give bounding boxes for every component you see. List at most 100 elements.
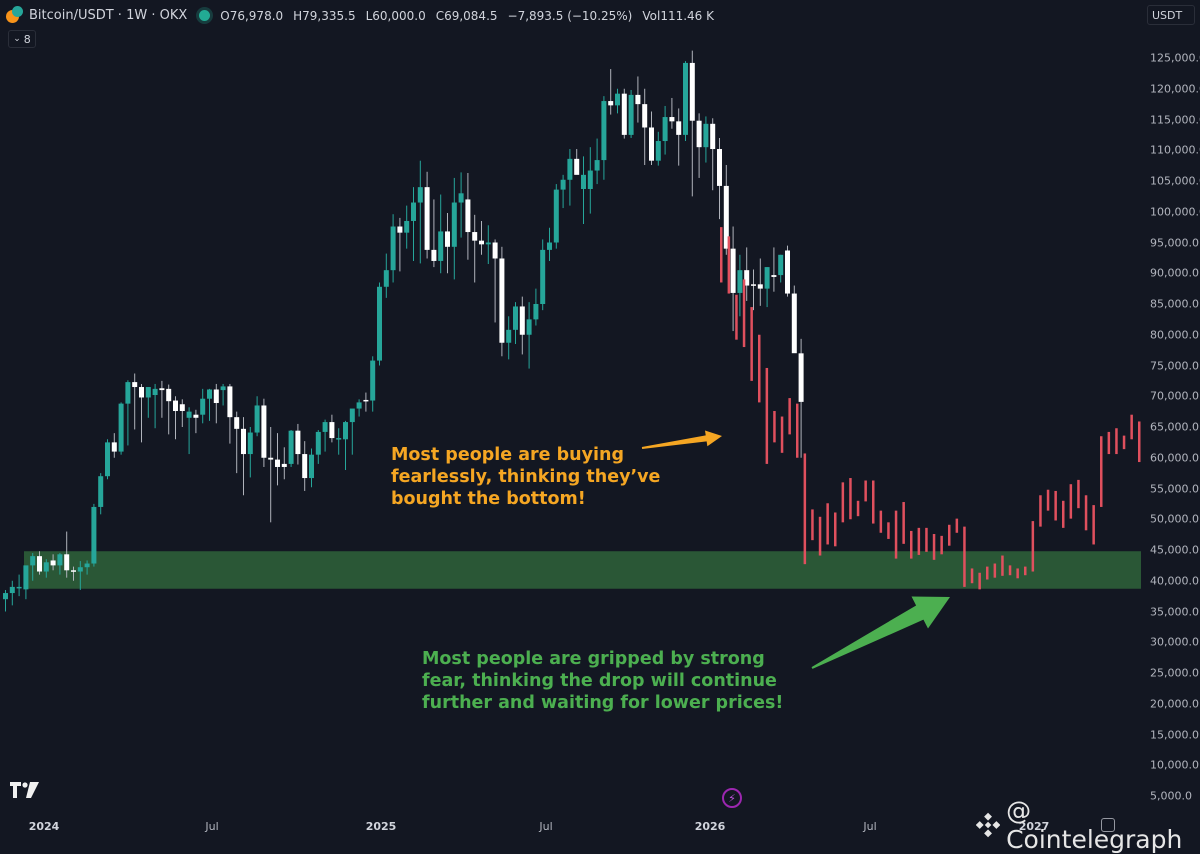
time-tick: 2027 xyxy=(1018,820,1050,833)
candle-body xyxy=(655,141,661,161)
projected-candle xyxy=(963,526,966,587)
candle-body xyxy=(166,388,172,402)
projected-candle xyxy=(841,482,845,523)
projected-candle xyxy=(932,534,936,560)
annotation-line: Most people are buying xyxy=(391,445,624,465)
candle-body xyxy=(363,399,369,402)
candle-body xyxy=(683,62,688,135)
projected-candle xyxy=(1115,428,1118,455)
indicator-count: 8 xyxy=(23,32,31,46)
candle-body xyxy=(696,120,702,148)
candle-body xyxy=(132,382,138,388)
candle-body xyxy=(587,170,593,189)
candle-body xyxy=(737,270,743,293)
high-value: H79,335.5 xyxy=(293,8,356,23)
price-tick: 110,000.0 xyxy=(1150,143,1200,157)
candle-body xyxy=(472,232,478,241)
projected-candle xyxy=(1024,566,1027,576)
candle-body xyxy=(77,567,83,572)
candle-body xyxy=(390,226,396,271)
annotation-fearless-buyers: Most people are buying fearlessly, think… xyxy=(391,444,660,510)
candle-body xyxy=(343,422,348,440)
price-tick: 115,000.0 xyxy=(1150,113,1200,126)
candle-body xyxy=(57,554,63,566)
candle-body xyxy=(288,430,294,464)
projected-candle xyxy=(1100,436,1103,507)
tradingview-logo-icon[interactable] xyxy=(10,782,40,802)
projected-candle xyxy=(978,572,981,590)
candle-body xyxy=(397,226,403,233)
projected-candle xyxy=(811,509,814,541)
market-status-icon xyxy=(199,9,211,21)
price-tick: 95,000.0 xyxy=(1150,236,1199,249)
projected-candle xyxy=(773,411,776,443)
candle-body xyxy=(411,202,416,221)
candle-body xyxy=(193,414,199,418)
annotation-line: fear, thinking the drop will continue xyxy=(422,671,777,691)
projected-candle xyxy=(765,367,769,464)
candle-body xyxy=(275,459,280,467)
candle-body xyxy=(207,389,212,399)
candle-body xyxy=(635,94,641,105)
projected-candle xyxy=(1001,555,1004,576)
candle-body xyxy=(499,258,505,343)
ohlc-values: O76,978.0 H79,335.5 L60,000.0 C69,084.5 … xyxy=(220,8,720,23)
projected-candle xyxy=(1130,414,1133,440)
settings-icon[interactable] xyxy=(1101,818,1115,832)
candle-body xyxy=(594,160,600,171)
candle-body xyxy=(560,179,566,190)
candle-body xyxy=(329,422,335,439)
projected-candle xyxy=(796,403,799,458)
currency-selector[interactable]: USDT xyxy=(1147,5,1195,25)
candle-body xyxy=(608,101,614,106)
candle-body xyxy=(302,454,308,479)
projected-candle xyxy=(925,527,928,552)
candle-body xyxy=(547,242,552,250)
currency-label: USDT xyxy=(1152,8,1183,22)
symbol-title[interactable]: Bitcoin/USDT · 1W · OKX xyxy=(29,7,188,23)
indicators-collapse-button[interactable]: ⌄ 8 xyxy=(8,30,36,48)
projected-candle xyxy=(826,503,829,545)
projected-candle xyxy=(910,530,913,559)
candle-body xyxy=(37,556,42,572)
green-arrow-icon xyxy=(811,596,950,669)
candle-body xyxy=(798,353,804,402)
candle-body xyxy=(417,187,423,203)
candle-body xyxy=(751,284,756,286)
projected-candle xyxy=(834,512,837,547)
price-tick: 20,000.0 xyxy=(1150,697,1199,711)
price-tick: 85,000.0 xyxy=(1150,297,1199,311)
candle-body xyxy=(213,389,219,404)
candle-body xyxy=(71,570,76,572)
price-tick: 40,000.0 xyxy=(1150,574,1199,588)
candle-body xyxy=(118,403,124,452)
candle-body xyxy=(479,240,484,245)
projected-candle xyxy=(1046,489,1050,511)
price-tick: 10,000.0 xyxy=(1150,758,1199,772)
candle-body xyxy=(349,408,355,423)
low-value: L60,000.0 xyxy=(365,8,426,23)
candle-body xyxy=(268,457,274,460)
projected-candle xyxy=(742,279,746,348)
candle-body xyxy=(791,293,797,354)
lightning-icon[interactable]: ⚡︎ xyxy=(722,788,742,808)
candle-body xyxy=(458,193,464,203)
projected-candle xyxy=(940,535,943,555)
projected-candle xyxy=(803,453,807,565)
candle-body xyxy=(3,593,8,600)
candle-body xyxy=(649,127,654,161)
candle-body xyxy=(451,202,457,247)
price-tick: 125,000.0 xyxy=(1150,51,1200,65)
candle-body xyxy=(234,417,240,429)
projected-candle xyxy=(1077,479,1080,509)
projected-candle xyxy=(1107,431,1111,455)
projected-candle xyxy=(993,563,997,578)
candle-body xyxy=(309,454,314,479)
candle-body xyxy=(139,387,144,398)
price-tick: 35,000.0 xyxy=(1150,605,1199,618)
projected-candle xyxy=(788,398,791,435)
candle-body xyxy=(43,562,49,572)
candle-body xyxy=(676,121,682,135)
price-tick: 50,000.0 xyxy=(1150,512,1199,526)
